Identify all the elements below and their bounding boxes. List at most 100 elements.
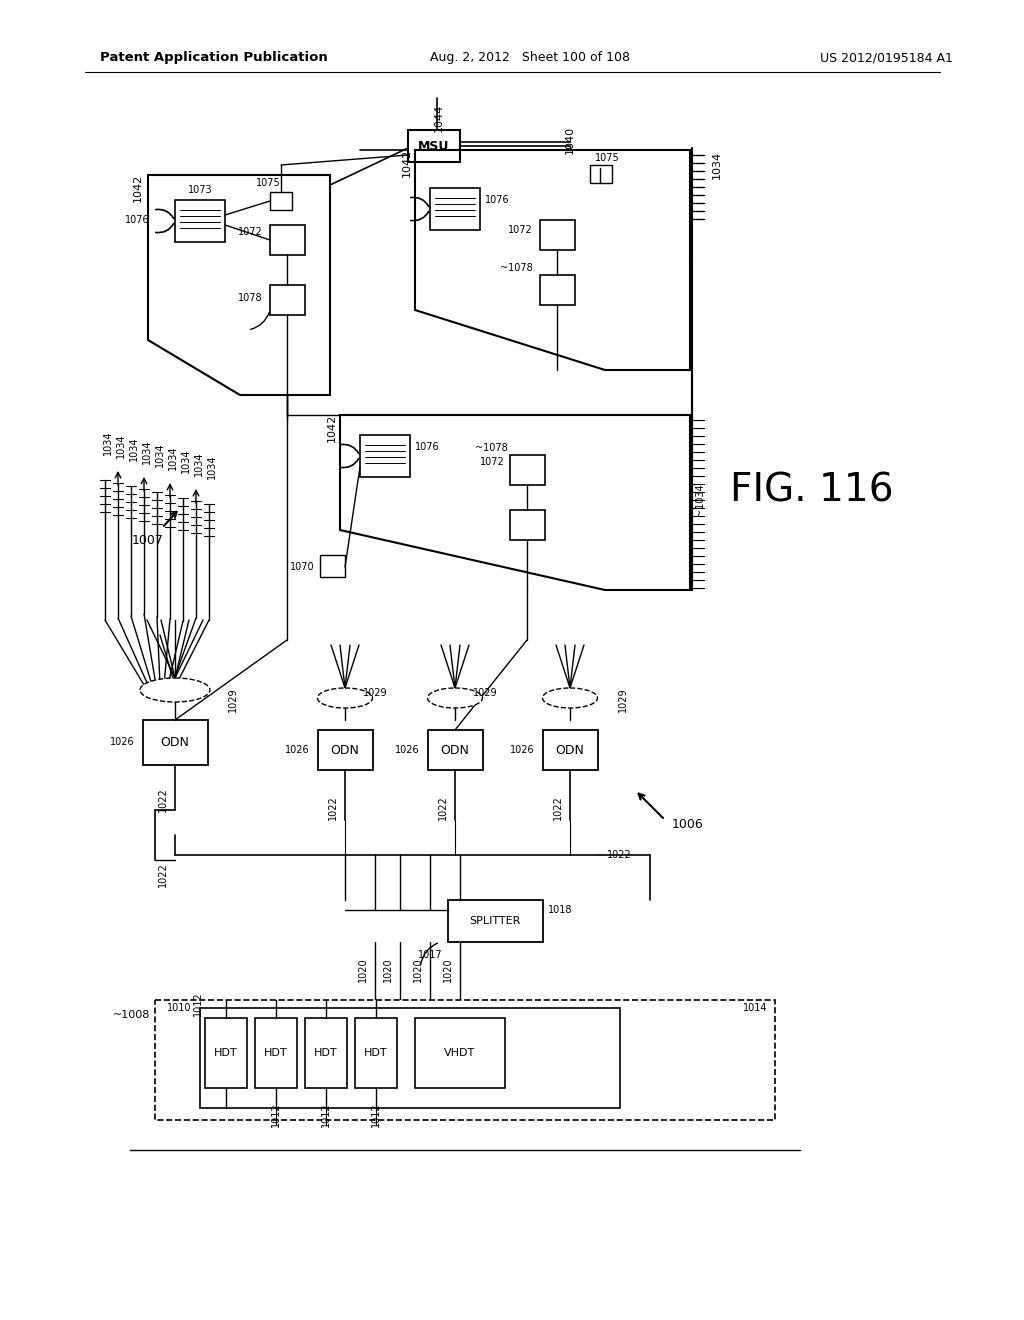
Text: 1017: 1017 (418, 950, 442, 960)
Text: 1034: 1034 (142, 440, 152, 465)
Text: 1012: 1012 (271, 1102, 281, 1127)
Bar (200, 1008, 620, 1107)
Text: HDT: HDT (264, 1048, 288, 1059)
Text: 1026: 1026 (286, 744, 310, 755)
Text: 1026: 1026 (510, 744, 535, 755)
Text: 1007: 1007 (132, 533, 164, 546)
Bar (155, 1001, 775, 1119)
Text: SPLITTER: SPLITTER (469, 916, 520, 927)
Text: 1034: 1034 (194, 451, 204, 477)
Ellipse shape (140, 678, 210, 702)
Text: 1076: 1076 (125, 215, 150, 224)
Text: 1022: 1022 (553, 796, 563, 820)
Text: 1010: 1010 (167, 1003, 191, 1012)
Text: 1012: 1012 (321, 1102, 331, 1127)
Text: 1006: 1006 (672, 818, 703, 832)
Text: 1040: 1040 (565, 125, 575, 154)
Text: 1072: 1072 (239, 227, 263, 238)
Bar (318, 730, 373, 770)
Ellipse shape (543, 688, 597, 708)
Text: 1029: 1029 (228, 688, 238, 713)
Bar (415, 1018, 505, 1088)
Text: 1042: 1042 (402, 149, 412, 177)
Text: ~1078: ~1078 (475, 444, 508, 453)
Text: 1022: 1022 (158, 863, 168, 887)
Text: 1075: 1075 (256, 178, 281, 187)
Ellipse shape (317, 688, 373, 708)
Text: ODN: ODN (331, 743, 359, 756)
Text: 1020: 1020 (443, 958, 453, 982)
Text: 1073: 1073 (187, 185, 212, 195)
Text: HDT: HDT (365, 1048, 388, 1059)
Text: ODN: ODN (440, 743, 469, 756)
Bar (319, 554, 345, 577)
Bar (270, 224, 305, 255)
Text: ~1078: ~1078 (501, 263, 534, 273)
Text: 1012: 1012 (371, 1102, 381, 1127)
Bar (540, 275, 575, 305)
Bar (255, 1018, 297, 1088)
Bar (430, 187, 480, 230)
Text: ~1034: ~1034 (695, 483, 705, 516)
Text: 1072: 1072 (508, 224, 534, 235)
Text: 1034: 1034 (129, 437, 139, 461)
Text: HDT: HDT (314, 1048, 338, 1059)
Bar (428, 730, 483, 770)
Text: 1034: 1034 (181, 449, 191, 473)
Text: 1076: 1076 (485, 195, 510, 205)
Bar (590, 165, 612, 183)
Text: 1026: 1026 (111, 737, 135, 747)
Bar (270, 285, 305, 315)
Text: FIG. 116: FIG. 116 (730, 471, 894, 510)
Text: 1034: 1034 (207, 454, 217, 479)
Text: 1044: 1044 (434, 104, 444, 132)
Bar (305, 1018, 347, 1088)
Text: MSU: MSU (419, 140, 450, 153)
Text: 1072: 1072 (480, 457, 505, 467)
Bar (510, 455, 545, 484)
Text: US 2012/0195184 A1: US 2012/0195184 A1 (820, 51, 953, 65)
Text: 1020: 1020 (383, 958, 393, 982)
Text: 1042: 1042 (327, 414, 337, 442)
Ellipse shape (427, 688, 482, 708)
Bar (510, 510, 545, 540)
Text: ODN: ODN (161, 735, 189, 748)
Bar (408, 129, 460, 162)
Text: Patent Application Publication: Patent Application Publication (100, 51, 328, 65)
Text: 1029: 1029 (362, 688, 387, 698)
Text: 1020: 1020 (413, 958, 423, 982)
Text: VHDT: VHDT (444, 1048, 475, 1059)
Text: Aug. 2, 2012   Sheet 100 of 108: Aug. 2, 2012 Sheet 100 of 108 (430, 51, 630, 65)
Text: 1034: 1034 (712, 150, 722, 180)
Text: 1022: 1022 (607, 850, 632, 861)
Text: ~1008: ~1008 (113, 1010, 150, 1020)
Text: 1018: 1018 (548, 906, 572, 915)
Text: 1012: 1012 (193, 991, 203, 1016)
Text: 1026: 1026 (395, 744, 420, 755)
Text: 1042: 1042 (133, 174, 143, 202)
Bar (543, 730, 598, 770)
Text: 1020: 1020 (358, 958, 368, 982)
Text: 1029: 1029 (473, 688, 498, 698)
Text: 1034: 1034 (116, 433, 126, 458)
Text: 1034: 1034 (103, 430, 113, 455)
Bar (175, 201, 225, 242)
Bar (205, 1018, 247, 1088)
Text: 1022: 1022 (158, 788, 168, 812)
Text: 1078: 1078 (239, 293, 263, 304)
Text: HDT: HDT (214, 1048, 238, 1059)
Text: 1034: 1034 (168, 446, 178, 470)
Text: 1076: 1076 (415, 442, 439, 451)
Text: 1034: 1034 (155, 442, 165, 467)
Bar (270, 191, 292, 210)
Text: 1022: 1022 (438, 796, 449, 820)
Text: 1022: 1022 (328, 796, 338, 820)
Text: 1029: 1029 (618, 688, 628, 713)
Text: 1014: 1014 (742, 1003, 767, 1012)
Bar (540, 220, 575, 249)
Bar (360, 436, 410, 477)
Text: 1075: 1075 (595, 153, 620, 162)
Bar (449, 900, 543, 942)
Bar (355, 1018, 397, 1088)
Text: 1070: 1070 (291, 562, 315, 572)
